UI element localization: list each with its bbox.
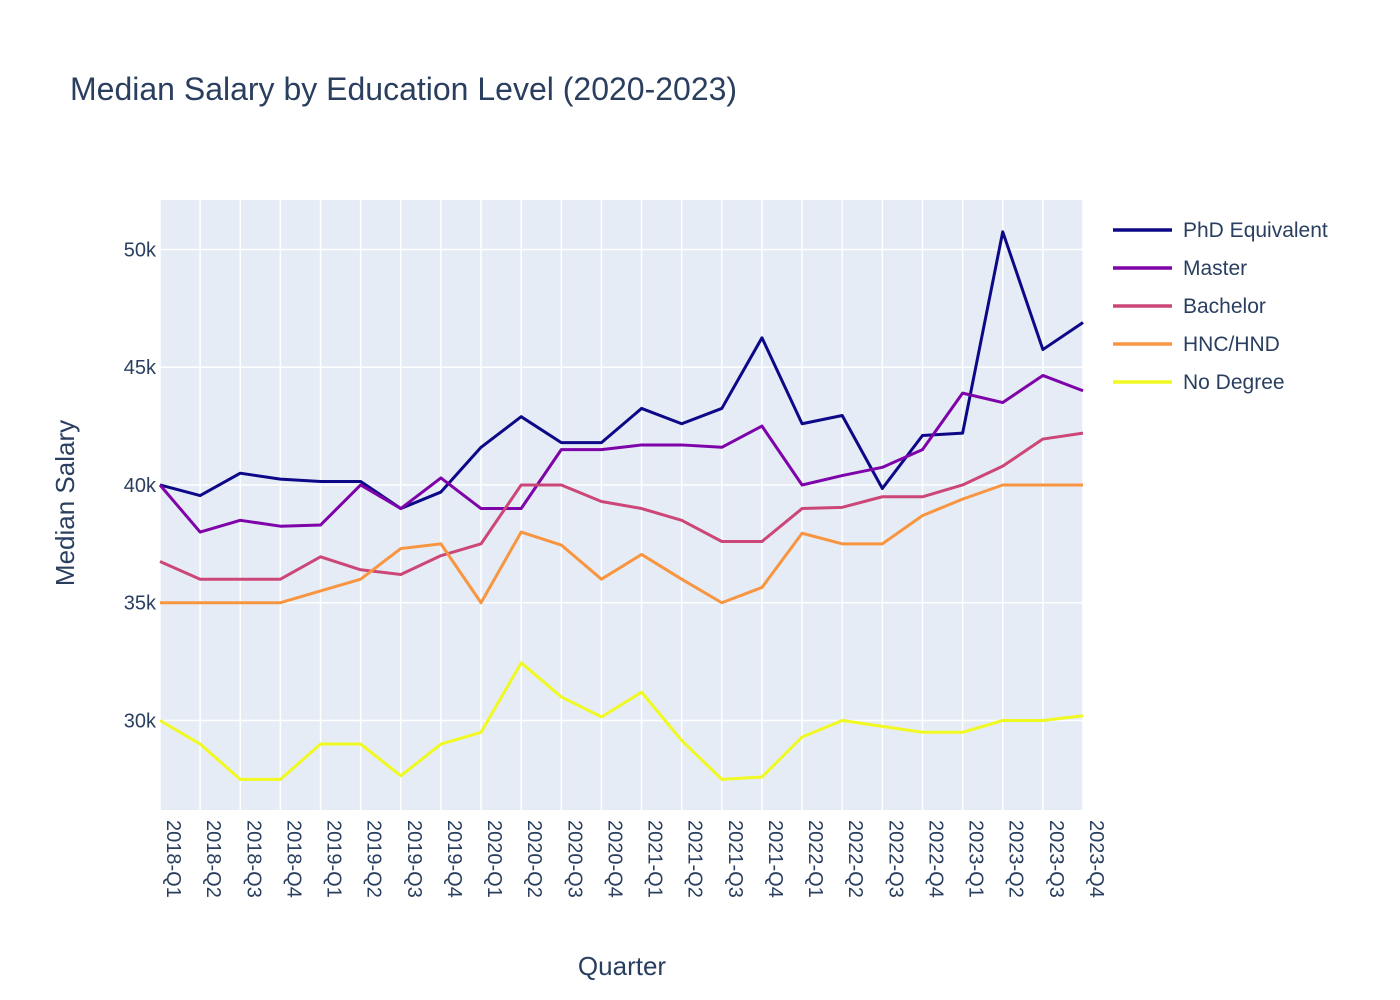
series-line-no-degree [159, 661, 1084, 781]
y-tick-label: 45k [124, 357, 157, 379]
legend-label: PhD Equivalent [1183, 219, 1328, 242]
x-tick-label: 2021-Q3 [724, 820, 746, 898]
x-gridlines [159, 200, 1084, 810]
x-tick-label: 2021-Q4 [764, 820, 786, 898]
y-gridlines [160, 248, 1083, 722]
series-line-bachelor [159, 431, 1084, 581]
x-tick-label: 2019-Q1 [323, 820, 345, 898]
series-line-master [158, 373, 1084, 534]
x-axis-title: Quarter [578, 951, 666, 981]
x-tick-label: 2019-Q2 [363, 820, 385, 898]
x-tick-label: 2020-Q3 [563, 820, 585, 898]
y-tick-label: 50k [124, 239, 157, 261]
x-tick-label: 2022-Q3 [884, 820, 906, 898]
y-tick-labels: 30k 35k 40k 45k 50k [124, 239, 157, 732]
y-tick-label: 30k [124, 711, 157, 733]
x-tick-label: 2018-Q3 [242, 820, 264, 898]
series-lines [158, 230, 1084, 781]
x-tick-label: 2021-Q1 [644, 820, 666, 898]
x-tick-label: 2021-Q2 [684, 820, 706, 898]
legend-label: No Degree [1183, 371, 1285, 394]
x-tick-label: 2023-Q1 [965, 820, 987, 898]
x-tick-label: 2020-Q1 [483, 820, 505, 898]
y-tick-label: 35k [124, 593, 157, 615]
legend-label: Master [1183, 257, 1247, 280]
x-tick-label: 2020-Q2 [523, 820, 545, 898]
x-tick-label: 2023-Q3 [1045, 820, 1067, 898]
x-tick-label: 2022-Q4 [924, 820, 946, 898]
x-tick-label: 2019-Q3 [403, 820, 425, 898]
x-tick-labels: 2018-Q1 2018-Q2 2018-Q3 2018-Q4 2019-Q1 2019-… [162, 820, 1107, 898]
x-tick-label: 2019-Q4 [443, 820, 465, 898]
legend: PhD Equivalent Master Bachelor HNC/HND No De… [1113, 219, 1328, 394]
x-tick-label: 2023-Q2 [1005, 820, 1027, 898]
x-tick-label: 2023-Q4 [1085, 820, 1107, 898]
x-tick-label: 2022-Q1 [804, 820, 826, 898]
y-axis-title: Median Salary [50, 420, 80, 586]
x-tick-label: 2020-Q4 [603, 820, 625, 898]
x-tick-label: 2018-Q1 [162, 820, 184, 898]
chart-title: Median Salary by Education Level (2020-2… [70, 71, 737, 107]
legend-label: Bachelor [1183, 295, 1266, 318]
series-line-phd-equivalent [159, 230, 1084, 511]
series-line-hnc-hnd [160, 483, 1083, 605]
legend-label: HNC/HND [1183, 333, 1280, 356]
y-tick-label: 40k [124, 475, 157, 497]
x-tick-label: 2018-Q4 [282, 820, 304, 898]
x-tick-label: 2022-Q2 [844, 820, 866, 898]
x-tick-label: 2018-Q2 [202, 820, 224, 898]
